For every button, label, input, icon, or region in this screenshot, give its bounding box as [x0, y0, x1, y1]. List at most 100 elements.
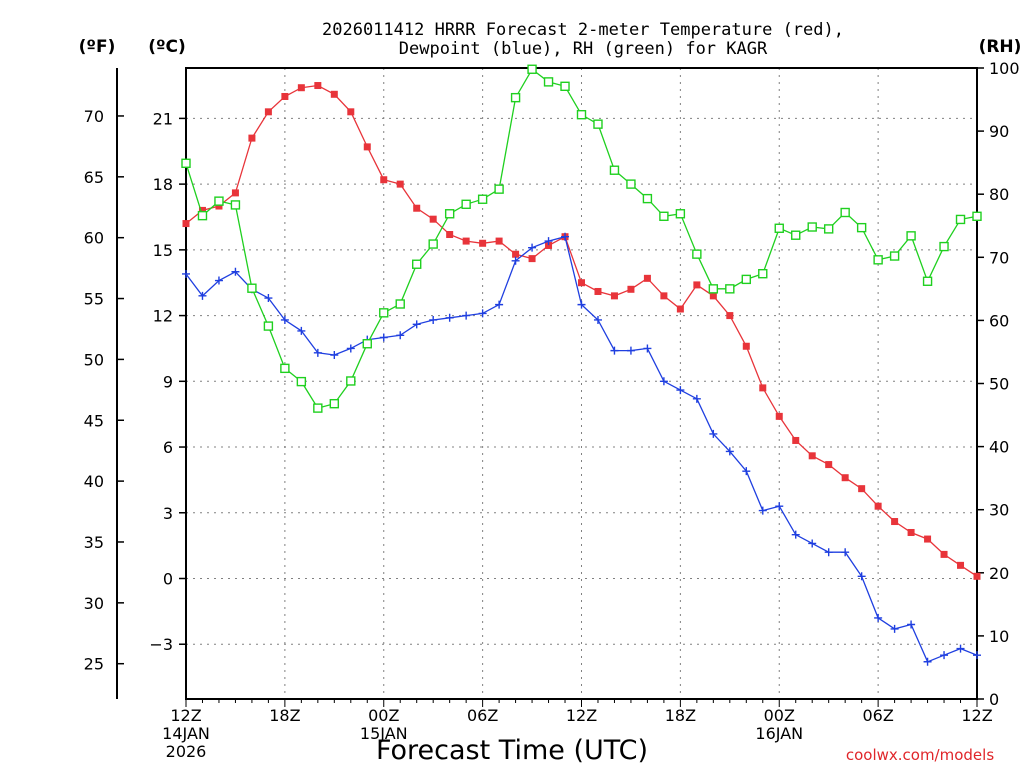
data-point	[446, 231, 454, 239]
data-point	[413, 204, 421, 212]
rh-tick-label: 60	[989, 311, 1009, 330]
data-point	[215, 202, 223, 210]
data-point	[330, 351, 339, 360]
data-point	[593, 119, 603, 129]
data-point	[643, 274, 651, 282]
data-point	[462, 237, 470, 245]
data-point	[808, 452, 816, 460]
rh-tick-label: 80	[989, 185, 1009, 204]
data-point	[314, 82, 322, 90]
fahrenheit-tick-label: 30	[84, 594, 104, 613]
data-point	[792, 436, 800, 444]
rh-tick-label: 90	[989, 122, 1009, 141]
data-series	[181, 64, 982, 666]
data-point	[182, 269, 190, 278]
credit-text: coolwx.com/models	[846, 746, 994, 764]
fahrenheit-tick-label: 60	[84, 229, 104, 248]
rh-tick-label: 50	[989, 375, 1009, 394]
x-tick-label: 15JAN	[360, 724, 408, 743]
data-point	[660, 292, 668, 300]
data-point	[808, 539, 817, 548]
x-tick-label: 06Z	[467, 706, 498, 725]
data-point	[494, 184, 504, 194]
data-point	[313, 348, 322, 357]
data-point	[939, 241, 949, 252]
data-point	[825, 461, 833, 469]
fahrenheit-tick-label: 40	[84, 472, 104, 491]
data-point	[922, 276, 933, 286]
data-point	[891, 518, 899, 526]
rh-tick-label: 10	[989, 627, 1009, 646]
data-point	[709, 292, 717, 300]
x-tick-label: 14JAN	[162, 724, 210, 743]
data-point	[758, 269, 768, 279]
data-point	[906, 231, 916, 241]
data-point	[956, 644, 965, 653]
data-point	[396, 180, 404, 188]
data-point	[676, 386, 685, 395]
data-point	[759, 384, 767, 392]
data-point	[643, 344, 652, 353]
data-point	[477, 194, 488, 204]
fahrenheit-tick-label: 25	[84, 655, 104, 674]
data-point	[544, 237, 553, 246]
chart-title-line1: 2026011412 HRRR Forecast 2-meter Tempera…	[322, 20, 844, 40]
data-point	[775, 502, 784, 511]
data-point	[379, 308, 389, 318]
data-point	[692, 394, 701, 403]
data-point	[495, 300, 504, 309]
rh-tick-label: 40	[989, 438, 1009, 457]
celsius-tick-label: −3	[149, 635, 173, 654]
data-point	[214, 276, 223, 285]
celsius-tick-label: 3	[163, 504, 173, 523]
celsius-tick-label: 18	[153, 175, 173, 194]
data-point	[841, 548, 850, 557]
data-point	[510, 92, 521, 103]
data-point	[874, 502, 882, 510]
data-point	[889, 251, 900, 261]
x-tick-label: 2026	[166, 742, 207, 761]
data-point	[676, 305, 684, 313]
data-point	[873, 255, 883, 265]
data-point	[725, 447, 734, 456]
data-point	[627, 285, 635, 293]
data-point	[775, 412, 783, 420]
data-point	[329, 398, 340, 409]
data-point	[214, 196, 224, 206]
celsius-tick-label: 6	[163, 438, 173, 457]
data-point	[692, 249, 702, 259]
series-dewpoint	[182, 232, 981, 666]
rh-tick-label: 30	[989, 501, 1009, 520]
data-point	[973, 651, 981, 660]
data-point	[874, 613, 883, 622]
data-point	[543, 77, 554, 87]
data-point	[313, 403, 323, 413]
data-point	[263, 321, 274, 331]
data-point	[198, 291, 207, 300]
data-point	[659, 211, 669, 221]
data-point	[973, 572, 981, 580]
data-point	[840, 207, 850, 218]
data-point	[444, 209, 455, 219]
celsius-tick-label: 9	[163, 372, 173, 391]
rh-tick-label: 100	[989, 59, 1020, 78]
celsius-tick-label: 15	[153, 241, 173, 260]
data-point	[972, 211, 982, 221]
fahrenheit-unit-label: (ºF)	[79, 37, 116, 57]
data-point	[248, 134, 256, 142]
data-point	[412, 259, 422, 269]
data-point	[198, 206, 206, 214]
data-point	[626, 346, 635, 355]
data-point	[330, 90, 338, 98]
data-point	[709, 429, 718, 438]
data-point	[363, 143, 371, 151]
data-point	[726, 312, 734, 320]
data-point	[824, 548, 833, 557]
data-point	[182, 220, 190, 228]
celsius-tick-label: 12	[153, 307, 173, 326]
data-point	[741, 274, 751, 285]
data-point	[527, 64, 537, 74]
data-point	[858, 485, 866, 493]
data-point	[924, 535, 932, 543]
data-point	[412, 320, 421, 329]
